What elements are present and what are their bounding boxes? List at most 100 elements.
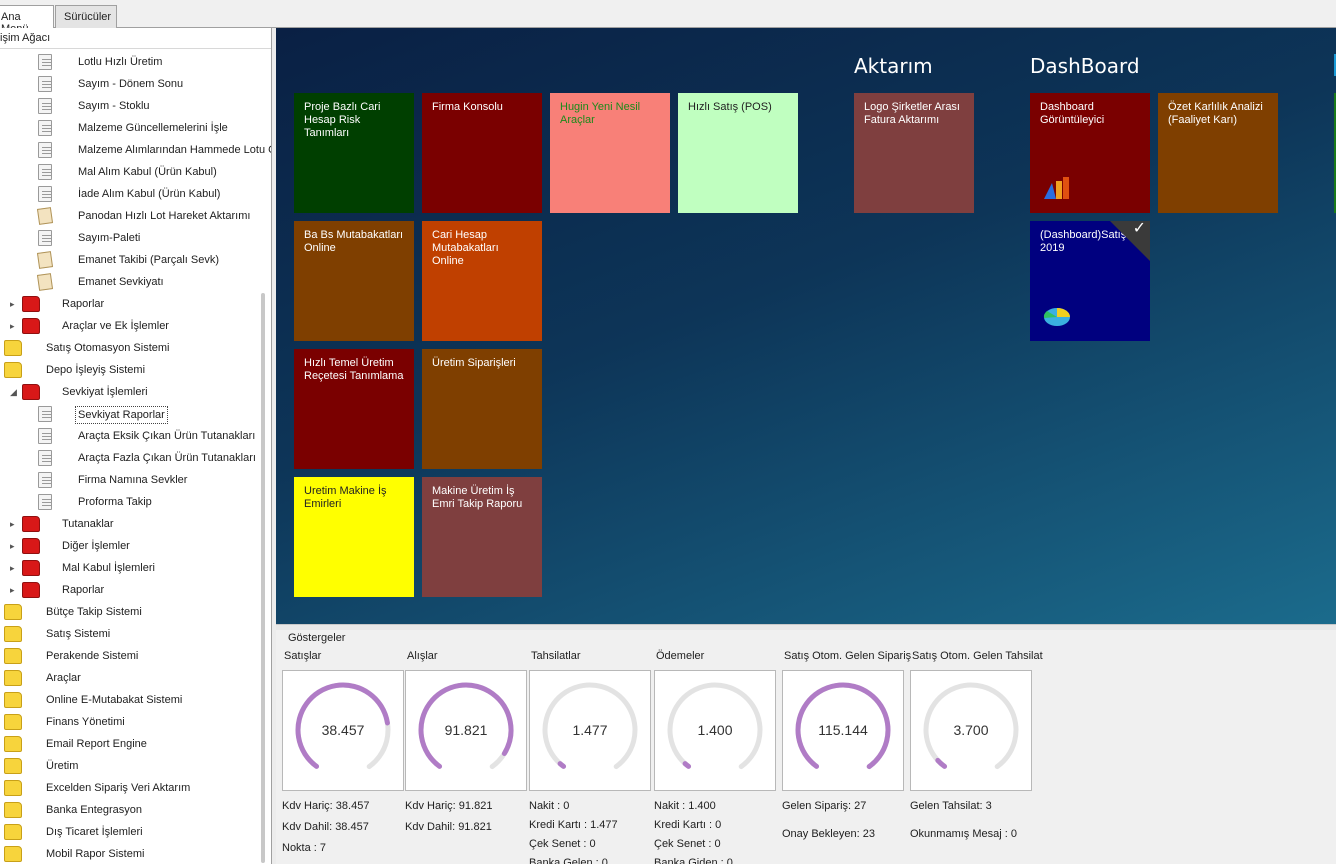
tile-label: Uretim Makine İş Emirleri <box>304 485 387 510</box>
expand-arrow-icon[interactable]: ▸ <box>10 585 15 595</box>
tree-item[interactable]: İade Alım Kabul (Ürün Kabul) <box>0 184 270 206</box>
gauge-detail: Çek Senet : 0 <box>529 838 596 850</box>
tile-label: Firma Konsolu <box>432 101 503 113</box>
tree-item[interactable]: Sayım - Dönem Sonu <box>0 74 270 96</box>
vertical-splitter[interactable] <box>272 28 276 864</box>
gauge-title: Satışlar <box>284 650 322 662</box>
gauge-fill <box>418 682 514 778</box>
tree-item[interactable]: Banka Entegrasyon <box>0 800 270 822</box>
tile[interactable]: (Dashboard)Satış 2019 ✓ <box>1030 221 1150 341</box>
collapse-arrow-icon[interactable]: ◢ <box>10 387 17 397</box>
tree-item-label: Sayım - Dönem Sonu <box>78 78 184 90</box>
tile-label: Hızlı Satış (POS) <box>688 101 772 113</box>
tree-item[interactable]: Email Report Engine <box>0 734 270 756</box>
tree-item[interactable]: Proforma Takip <box>0 492 270 514</box>
tree-item[interactable]: Excelden Sipariş Veri Aktarım <box>0 778 270 800</box>
yellow-folder-icon <box>4 802 22 818</box>
doc-icon <box>38 406 52 422</box>
tree-item-label: Firma Namına Sevkler <box>78 474 188 486</box>
tile[interactable]: Proje Bazlı Cari Hesap Risk Tanımları <box>294 93 414 213</box>
gauge-value: 38.457 <box>321 722 365 738</box>
tree-item[interactable]: ◢ Sevkiyat İşlemleri <box>0 382 270 404</box>
tree-item[interactable]: Panodan Hızlı Lot Hareket Aktarımı <box>0 206 270 228</box>
tree-item[interactable]: Araçta Fazla Çıkan Ürün Tutanakları <box>0 448 270 470</box>
tree-item-label: Bütçe Takip Sistemi <box>46 606 142 618</box>
tree-item[interactable]: ▸ Araçlar ve Ek İşlemler <box>0 316 270 338</box>
gauge-box: 1.477 <box>529 670 651 791</box>
tile-label: Dashboard Görüntüleyici <box>1040 101 1105 126</box>
tree-item[interactable]: Finans Yönetimi <box>0 712 270 734</box>
tile[interactable]: Hızlı Temel Üretim Reçetesi Tanımlama <box>294 349 414 469</box>
tree-title: işim Ağacı <box>0 32 51 44</box>
tile[interactable]: Dashboard Görüntüleyici <box>1030 93 1150 213</box>
tile[interactable]: Hızlı Satış (POS) <box>678 93 798 213</box>
expand-arrow-icon[interactable]: ▸ <box>10 563 15 573</box>
expand-arrow-icon[interactable]: ▸ <box>10 519 15 529</box>
tree-item-label: Mal Alım Kabul (Ürün Kabul) <box>78 166 217 178</box>
tree-item-label: Sayım-Paleti <box>78 232 141 244</box>
tree-item[interactable]: Araçlar <box>0 668 270 690</box>
tree-item[interactable]: ▸ Raporlar <box>0 580 270 602</box>
tree-scrollbar[interactable] <box>261 293 265 863</box>
tree-item[interactable]: Araçta Eksik Çıkan Ürün Tutanakları <box>0 426 270 448</box>
tile[interactable]: Uretim Makine İş Emirleri <box>294 477 414 597</box>
tree-item[interactable]: Bütçe Takip Sistemi <box>0 602 270 624</box>
tile[interactable]: Firma Konsolu <box>422 93 542 213</box>
tile-edge[interactable] <box>1334 93 1336 213</box>
tab-ana-menu[interactable]: Ana Menü <box>0 5 54 35</box>
horizontal-splitter[interactable] <box>276 624 1336 630</box>
gauge-box: 115.144 <box>782 670 904 791</box>
tile[interactable]: Ba Bs Mutabakatları Online <box>294 221 414 341</box>
doc-icon <box>38 164 52 180</box>
doc-icon <box>38 428 52 444</box>
tree-item-label: Sevkiyat Raporlar <box>75 406 168 424</box>
tree-item[interactable]: Dış Ticaret İşlemleri <box>0 822 270 844</box>
tile[interactable]: Makine Üretim İş Emri Takip Raporu <box>422 477 542 597</box>
tree-item[interactable]: Depo İşleyiş Sistemi <box>0 360 270 382</box>
tree-item[interactable]: Lotlu Hızlı Üretim <box>0 52 270 74</box>
doc-icon <box>38 472 52 488</box>
tab-suruculer[interactable]: Sürücüler <box>55 5 117 28</box>
doc-icon <box>36 273 54 291</box>
tree-item[interactable]: Emanet Sevkiyatı <box>0 272 270 294</box>
gauge-detail: Kdv Hariç: 91.821 <box>405 800 493 812</box>
tree-item[interactable]: Malzeme Güncellemelerini İşle <box>0 118 270 140</box>
tree-item[interactable]: Sayım - Stoklu <box>0 96 270 118</box>
expand-arrow-icon[interactable]: ▸ <box>10 299 15 309</box>
tile[interactable]: Üretim Siparişleri <box>422 349 542 469</box>
tree-item[interactable]: ▸ Mal Kabul İşlemleri <box>0 558 270 580</box>
tree-item[interactable]: ▸ Raporlar <box>0 294 270 316</box>
tree-item[interactable]: Satış Sistemi <box>0 624 270 646</box>
tree-item[interactable]: Mobil Rapor Sistemi <box>0 844 270 864</box>
tree-item[interactable]: Malzeme Alımlarından Hammede Lotu Oluş <box>0 140 271 162</box>
tile[interactable]: Hugin Yeni Nesil Araçlar <box>550 93 670 213</box>
tile[interactable]: Logo Şirketler Arası Fatura Aktarımı <box>854 93 974 213</box>
tree-item[interactable]: Perakende Sistemi <box>0 646 270 668</box>
tree-item[interactable]: ▸ Diğer İşlemler <box>0 536 270 558</box>
gauge-detail: Onay Bekleyen: 23 <box>782 828 875 840</box>
tree-item-label: Sayım - Stoklu <box>78 100 150 112</box>
tree-item[interactable]: Emanet Takibi (Parçalı Sevk) <box>0 250 270 272</box>
gauge-fill <box>795 682 891 778</box>
gauge-box: 91.821 <box>405 670 527 791</box>
tree-item-label: İade Alım Kabul (Ürün Kabul) <box>78 188 221 200</box>
yellow-folder-icon <box>4 736 22 752</box>
tree-item-label: Banka Entegrasyon <box>46 804 143 816</box>
tile-label: Cari Hesap Mutabakatları Online <box>432 229 499 267</box>
tile[interactable]: Cari Hesap Mutabakatları Online <box>422 221 542 341</box>
tile-label: Üretim Siparişleri <box>432 357 516 369</box>
tree-item[interactable]: Sevkiyat Raporlar <box>0 404 270 426</box>
tree-item[interactable]: ▸ Tutanaklar <box>0 514 270 536</box>
tree-item[interactable]: Sayım-Paleti <box>0 228 270 250</box>
tree-item[interactable]: Satış Otomasyon Sistemi <box>0 338 270 360</box>
tree-item[interactable]: Online E-Mutabakat Sistemi <box>0 690 270 712</box>
yellow-folder-icon <box>4 846 22 862</box>
gauge-detail: Banka Gelen : 0 <box>529 857 608 864</box>
tree-item[interactable]: Üretim <box>0 756 270 778</box>
expand-arrow-icon[interactable]: ▸ <box>10 321 15 331</box>
tree-item[interactable]: Firma Namına Sevkler <box>0 470 270 492</box>
tree-item[interactable]: Mal Alım Kabul (Ürün Kabul) <box>0 162 270 184</box>
tile[interactable]: Özet Karlılık Analizi (Faaliyet Karı) <box>1158 93 1278 213</box>
tile-area: Aktarım DashBoard Proje Bazlı Cari Hesap… <box>276 28 1336 624</box>
expand-arrow-icon[interactable]: ▸ <box>10 541 15 551</box>
